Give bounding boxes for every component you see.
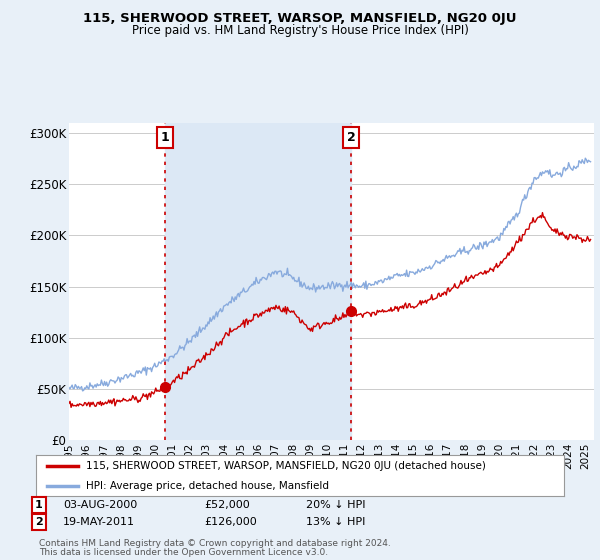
Text: 115, SHERWOOD STREET, WARSOP, MANSFIELD, NG20 0JU (detached house): 115, SHERWOOD STREET, WARSOP, MANSFIELD,… xyxy=(86,461,486,471)
Text: 115, SHERWOOD STREET, WARSOP, MANSFIELD, NG20 0JU: 115, SHERWOOD STREET, WARSOP, MANSFIELD,… xyxy=(83,12,517,25)
Text: 19-MAY-2011: 19-MAY-2011 xyxy=(63,517,135,527)
Bar xyxy=(165,123,351,440)
Text: Contains HM Land Registry data © Crown copyright and database right 2024.: Contains HM Land Registry data © Crown c… xyxy=(39,539,391,548)
Text: 20% ↓ HPI: 20% ↓ HPI xyxy=(306,500,365,510)
Text: 2: 2 xyxy=(347,131,355,144)
Text: 03-AUG-2000: 03-AUG-2000 xyxy=(63,500,137,510)
Text: Price paid vs. HM Land Registry's House Price Index (HPI): Price paid vs. HM Land Registry's House … xyxy=(131,24,469,36)
Text: This data is licensed under the Open Government Licence v3.0.: This data is licensed under the Open Gov… xyxy=(39,548,328,557)
Text: 1: 1 xyxy=(35,500,43,510)
Text: 1: 1 xyxy=(161,131,169,144)
Text: £126,000: £126,000 xyxy=(204,517,257,527)
Text: 13% ↓ HPI: 13% ↓ HPI xyxy=(306,517,365,527)
Text: £52,000: £52,000 xyxy=(204,500,250,510)
Text: 2: 2 xyxy=(35,517,43,527)
Text: HPI: Average price, detached house, Mansfield: HPI: Average price, detached house, Mans… xyxy=(86,480,329,491)
